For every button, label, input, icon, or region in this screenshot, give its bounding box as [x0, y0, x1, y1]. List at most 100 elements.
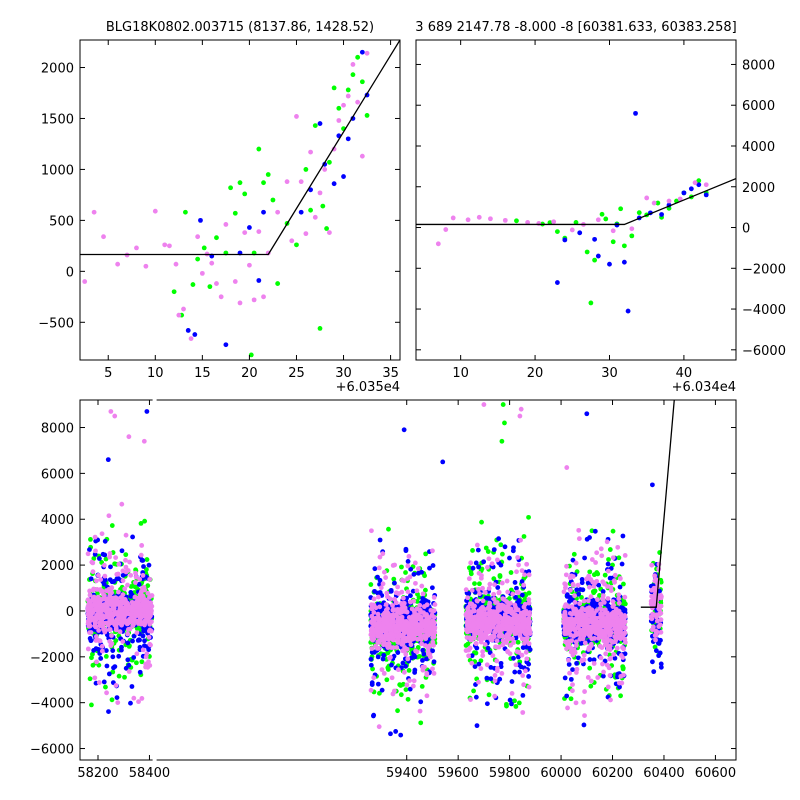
data-point-violet — [93, 578, 99, 584]
x-tick-label: 20 — [241, 366, 258, 381]
data-point-violet — [521, 582, 527, 588]
data-point-blue — [100, 551, 106, 557]
data-point-blue — [106, 671, 112, 677]
data-point-violet — [350, 62, 356, 67]
data-point-violet — [375, 639, 381, 645]
data-point-violet — [416, 623, 422, 628]
data-point-violet — [514, 649, 520, 655]
data-point-green — [423, 551, 429, 557]
data-point-violet — [419, 641, 425, 647]
data-point-blue — [345, 136, 351, 142]
data-point-blue — [110, 648, 116, 653]
data-point-blue — [607, 261, 612, 267]
data-point-green — [144, 557, 150, 562]
data-point-green — [336, 105, 342, 111]
data-point-green — [376, 690, 382, 696]
data-point-blue — [125, 657, 131, 663]
data-point-green — [477, 581, 482, 587]
data-point-violet — [479, 573, 484, 578]
data-point-violet — [404, 609, 410, 615]
data-point-green — [116, 673, 122, 679]
data-point-violet — [406, 554, 412, 559]
data-point-violet — [322, 167, 328, 172]
light-curve-zoom-panel: 5 10 15 20 25 30 35−5000500100015002000BLG18K0… — [38, 20, 401, 395]
data-point-violet — [411, 632, 417, 637]
data-point-blue — [102, 577, 108, 583]
data-point-violet — [473, 641, 479, 646]
data-point-green — [145, 583, 151, 589]
y-tick-label: −4000 — [742, 303, 786, 318]
data-point-green — [403, 570, 408, 575]
data-point-blue — [388, 587, 394, 593]
data-point-violet — [666, 198, 672, 204]
data-point-violet — [487, 603, 493, 609]
data-point-blue — [375, 681, 381, 687]
data-point-violet — [644, 195, 650, 201]
data-point-violet — [116, 589, 121, 595]
data-point-violet — [199, 270, 205, 276]
data-point-violet — [139, 696, 145, 701]
data-point-violet — [509, 691, 515, 696]
data-point-green — [228, 185, 233, 191]
data-point-violet — [223, 222, 229, 227]
data-point-violet — [101, 562, 107, 568]
data-point-blue — [247, 225, 252, 230]
plot-area — [80, 40, 400, 358]
data-point-violet — [536, 221, 542, 226]
data-point-violet — [140, 647, 146, 653]
data-point-blue — [128, 594, 134, 599]
data-point-violet — [395, 623, 400, 629]
data-point-violet — [102, 604, 108, 610]
data-point-violet — [91, 209, 97, 215]
data-point-violet — [465, 615, 470, 621]
data-point-green — [123, 552, 129, 558]
data-point-violet — [127, 626, 133, 632]
data-point-violet — [383, 619, 389, 625]
data-point-violet — [504, 599, 510, 605]
data-point-blue — [192, 332, 198, 337]
data-point-green — [133, 660, 139, 666]
data-point-violet — [488, 216, 493, 222]
data-point-violet — [405, 563, 411, 569]
data-point-violet — [504, 578, 510, 584]
x-tick-label: 15 — [194, 366, 211, 381]
data-point-violet — [98, 577, 104, 583]
data-point-violet — [472, 603, 477, 609]
data-point-blue — [88, 638, 94, 644]
data-point-violet — [181, 306, 186, 312]
data-point-violet — [482, 589, 488, 595]
data-point-violet — [513, 605, 518, 610]
data-point-green — [368, 582, 374, 587]
data-point-green — [91, 556, 97, 561]
data-point-violet — [527, 619, 533, 625]
data-point-blue — [420, 657, 425, 663]
data-point-violet — [402, 620, 408, 626]
data-point-blue — [123, 665, 129, 671]
data-point-blue — [496, 536, 502, 542]
data-point-blue — [97, 556, 102, 561]
data-point-green — [261, 180, 266, 186]
data-point-violet — [87, 630, 92, 636]
chart-title: 3 689 2147.78 -8.000 -8 [60381.633, 6038… — [415, 20, 736, 35]
data-point-green — [248, 352, 254, 358]
data-point-blue — [98, 656, 104, 661]
data-point-blue — [146, 562, 152, 568]
data-point-violet — [398, 616, 404, 622]
data-point-violet — [85, 551, 91, 557]
data-point-violet — [143, 654, 149, 660]
y-tick-label: 0 — [66, 265, 74, 280]
data-point-blue — [659, 212, 664, 217]
data-point-violet — [140, 593, 146, 599]
data-point-blue — [577, 230, 583, 236]
data-point-violet — [499, 580, 505, 586]
data-point-violet — [469, 587, 475, 593]
data-point-violet — [96, 628, 102, 633]
data-point-blue — [473, 560, 479, 566]
data-point-violet — [515, 555, 521, 560]
data-point-violet — [123, 564, 129, 570]
data-point-violet — [403, 638, 409, 644]
data-point-violet — [92, 601, 98, 607]
data-point-violet — [476, 679, 481, 685]
data-point-blue — [101, 679, 107, 685]
data-point-blue — [377, 537, 383, 543]
